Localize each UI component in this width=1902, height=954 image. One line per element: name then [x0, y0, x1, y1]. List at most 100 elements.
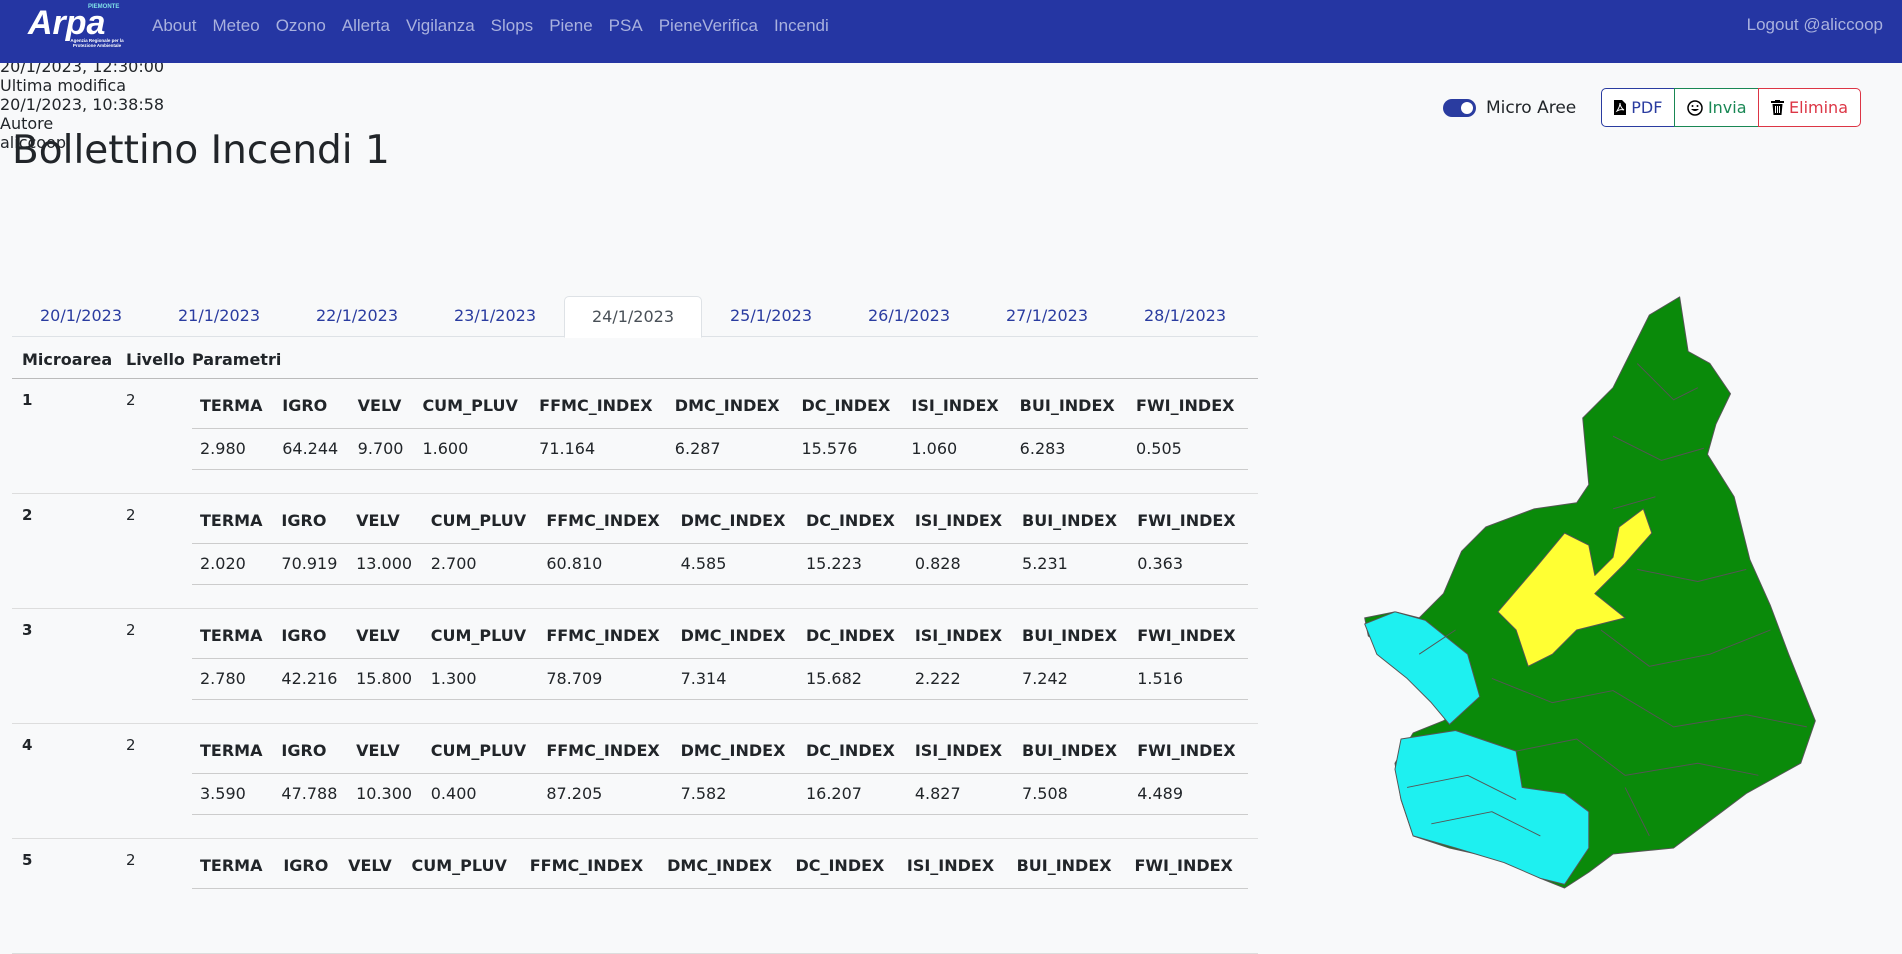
- parametri: TERMA IGRO VELV CUM_PLUV FFMC_INDEX DMC_INDEX…: [192, 494, 1258, 608]
- parameter-value: 60.810: [538, 543, 673, 585]
- invia-button[interactable]: Invia: [1673, 88, 1760, 127]
- date-tab[interactable]: 27/1/2023: [1005, 306, 1089, 325]
- parameter-value: 78.709: [538, 658, 673, 700]
- borders: [1406, 363, 1807, 837]
- page-title: Bollettino Incendi 1: [12, 128, 390, 173]
- nav-link[interactable]: Incendi: [773, 16, 829, 35]
- parameter-value: 4.585: [672, 543, 798, 585]
- parameter-name: IGRO: [275, 844, 341, 889]
- parameter-name: ISI_INDEX: [906, 614, 1015, 659]
- logo-title: Arpa: [27, 4, 105, 42]
- parameter-name: BUI_INDEX: [1008, 844, 1127, 889]
- parameter-value: 15.800: [348, 658, 423, 700]
- date-tab[interactable]: 26/1/2023: [867, 306, 951, 325]
- parametri: TERMA IGRO VELV CUM_PLUV FFMC_INDEX DMC_INDEX…: [192, 724, 1258, 838]
- region-cyan: [1364, 611, 1481, 725]
- toggle[interactable]: Micro Aree: [1442, 98, 1576, 118]
- parameter-name: ISI_INDEX: [906, 499, 1015, 544]
- parameter-name: ISI_INDEX: [903, 384, 1012, 429]
- nav-link[interactable]: PSA: [608, 16, 643, 35]
- parameter-table: TERMA IGRO VELV CUM_PLUV FFMC_INDEX DMC_INDEX…: [192, 844, 1248, 889]
- parameter-name: DC_INDEX: [797, 729, 907, 774]
- livello: 2: [126, 506, 136, 524]
- region-cyan: [1394, 730, 1590, 885]
- parameter-name: BUI_INDEX: [1014, 729, 1130, 774]
- livello: 2: [126, 736, 136, 754]
- nav-link[interactable]: Allerta: [341, 16, 390, 35]
- nav-links: About Meteo Ozono Allerta Vigilanza Slops Pien…: [152, 0, 845, 52]
- date-tab[interactable]: 21/1/2023: [177, 306, 261, 325]
- parameter-name: BUI_INDEX: [1014, 499, 1130, 544]
- microarea-table: Microarea Livello Parametri 1 2 TERMA IGRO V…: [12, 340, 1258, 954]
- parameter-name: CUM_PLUV: [422, 614, 539, 659]
- nav-link[interactable]: Vigilanza: [405, 16, 475, 35]
- parameter-value: 70.919: [273, 543, 349, 585]
- parameter-value: 7.582: [672, 773, 798, 815]
- parameter-value: 4.489: [1129, 773, 1248, 815]
- toolbar: Micro Aree PDF Invia Elimina: [1442, 88, 1861, 127]
- parameter-name: CUM_PLUV: [403, 844, 522, 889]
- table-body: 1 2 TERMA IGRO VELV CUM_PLUV FFMC_INDEX DMC_IND…: [12, 379, 1258, 954]
- parameter-name: IGRO: [273, 729, 349, 774]
- nav-link[interactable]: Ozono: [275, 16, 326, 35]
- parameter-value: 1.600: [414, 428, 532, 470]
- date-tab[interactable]: 23/1/2023: [453, 306, 537, 325]
- nav-link[interactable]: Piene: [549, 16, 593, 35]
- nav-link[interactable]: Slops: [490, 16, 534, 35]
- date-tab[interactable]: 28/1/2023: [1143, 306, 1227, 325]
- date-tab[interactable]: 24/1/2023: [564, 296, 702, 338]
- logout[interactable]: Logout @aliccoop: [1746, 15, 1883, 34]
- parameter-value: 2.980: [192, 428, 275, 470]
- parameter-name: DC_INDEX: [797, 499, 907, 544]
- parameter-value: 0.828: [906, 543, 1015, 585]
- parameter-name: FFMC_INDEX: [538, 614, 673, 659]
- logo-region: PIEMONTE: [88, 4, 119, 10]
- table-row: 3 2 TERMA IGRO VELV CUM_PLUV FFMC_INDEX DMC_IND…: [12, 609, 1258, 724]
- parameter-header-row: TERMA IGRO VELV CUM_PLUV FFMC_INDEX DMC_INDEX…: [192, 384, 1248, 429]
- microarea: 3: [22, 621, 33, 639]
- logo-subtitle-box: Agenzia Regionale per la Protezione Ambi…: [70, 38, 124, 48]
- parameter-value: 15.576: [793, 428, 904, 470]
- parameter-value: 2.020: [192, 543, 274, 585]
- parameter-value: 2.700: [422, 543, 539, 585]
- nav-link[interactable]: About: [152, 16, 197, 35]
- elimina-button[interactable]: Elimina: [1758, 88, 1861, 127]
- parameter-name: DC_INDEX: [787, 844, 899, 889]
- parameter-value-row: 2.980 64.244 9.700 1.600 71.164 6.287 15.576 1.…: [192, 428, 1248, 470]
- parameter-name: IGRO: [273, 614, 349, 659]
- logo[interactable]: Arpa PIEMONTE Agenzia Regionale per la P…: [26, 2, 130, 56]
- parameter-name: DMC_INDEX: [672, 499, 798, 544]
- table-row: 1 2 TERMA IGRO VELV CUM_PLUV FFMC_INDEX DMC_IND…: [12, 379, 1258, 494]
- parameter-name: IGRO: [273, 499, 349, 544]
- parameter-name: DMC_INDEX: [672, 729, 798, 774]
- table-row: 5 2 TERMA IGRO VELV CUM_PLUV FFMC_INDEX DMC_IND…: [12, 839, 1258, 954]
- date-tab[interactable]: 25/1/2023: [729, 306, 813, 325]
- parameter-value-row: 2.020 70.919 13.000 2.700 60.810 4.585 15.223 0…: [192, 543, 1248, 585]
- field-label: Autore: [0, 114, 54, 133]
- nav-link[interactable]: PieneVerifica: [658, 16, 758, 35]
- parameter-value: 1.300: [422, 658, 539, 700]
- parameter-value: 2.780: [192, 658, 274, 700]
- parameter-value: 15.682: [797, 658, 907, 700]
- parameter-name: TERMA: [192, 499, 274, 544]
- parameter-name: ISI_INDEX: [906, 729, 1015, 774]
- parameter-name: FFMC_INDEX: [521, 844, 660, 889]
- date-tab[interactable]: 20/1/2023: [39, 306, 123, 325]
- switch[interactable]: [1442, 98, 1476, 117]
- nav-link[interactable]: Meteo: [212, 16, 260, 35]
- parameter-value: 3.590: [192, 773, 274, 815]
- parameter-table: TERMA IGRO VELV CUM_PLUV FFMC_INDEX DMC_INDEX…: [192, 729, 1248, 815]
- logo-subtitle: Agenzia Regionale per la Protezione Ambi…: [70, 38, 124, 48]
- parameter-header-row: TERMA IGRO VELV CUM_PLUV FFMC_INDEX DMC_INDEX…: [192, 614, 1248, 659]
- parameter-name: VELV: [348, 614, 423, 659]
- microarea: 2: [22, 506, 33, 524]
- table-row: 4 2 TERMA IGRO VELV CUM_PLUV FFMC_INDEX DMC_IND…: [12, 724, 1258, 839]
- parameter-value: 5.231: [1014, 543, 1130, 585]
- parametri: TERMA IGRO VELV CUM_PLUV FFMC_INDEX DMC_INDEX…: [192, 379, 1258, 493]
- livello: 2: [126, 621, 136, 639]
- date-tab[interactable]: 22/1/2023: [315, 306, 399, 325]
- parameter-value: 2.222: [906, 658, 1015, 700]
- parameter-table: TERMA IGRO VELV CUM_PLUV FFMC_INDEX DMC_INDEX…: [192, 614, 1248, 700]
- pdf-button[interactable]: PDF: [1601, 88, 1676, 127]
